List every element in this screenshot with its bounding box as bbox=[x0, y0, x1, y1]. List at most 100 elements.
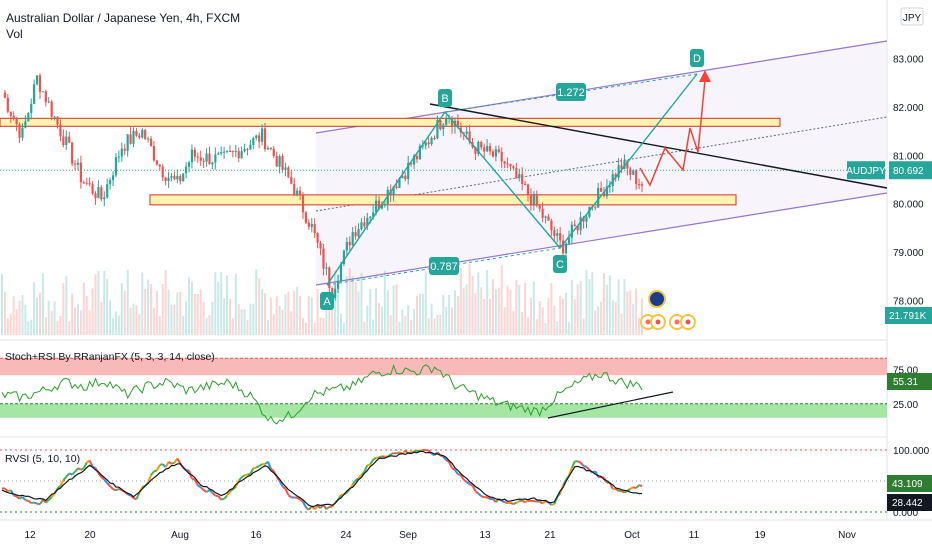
volume-bar bbox=[53, 301, 56, 335]
rvsi-colored-segment bbox=[77, 467, 82, 471]
volume-bar bbox=[293, 290, 296, 335]
currency-badge-box[interactable] bbox=[900, 7, 924, 26]
candle-body bbox=[328, 267, 331, 288]
candle-body bbox=[483, 147, 486, 152]
candle-body bbox=[585, 216, 588, 222]
rvsi-colored-segment bbox=[159, 463, 163, 466]
ratio-cd-box[interactable] bbox=[556, 83, 586, 101]
price-tick-label: 81.000 bbox=[893, 151, 924, 162]
volume-bar bbox=[562, 298, 565, 335]
descending-trendline[interactable] bbox=[429, 103, 888, 189]
time-axis-label: Oct bbox=[624, 530, 640, 541]
projection-arrowhead[interactable] bbox=[699, 70, 711, 82]
rvsi-value-box-1[interactable] bbox=[887, 475, 932, 492]
rvsi-colored-segment bbox=[442, 456, 447, 461]
support-zone[interactable] bbox=[149, 194, 737, 206]
currency-badge[interactable]: JPY bbox=[903, 13, 922, 24]
harmonic-pattern-lines[interactable] bbox=[326, 73, 698, 286]
symbol-tag-box[interactable] bbox=[847, 161, 885, 180]
volume-bar bbox=[462, 287, 465, 335]
candle-body bbox=[193, 149, 196, 157]
volume-value-box[interactable] bbox=[885, 307, 932, 324]
volume-bar bbox=[369, 289, 372, 335]
pattern-point-box[interactable] bbox=[438, 89, 452, 107]
stoch-value-label[interactable]: 55.31 bbox=[893, 377, 918, 388]
price-tick-label: 80.000 bbox=[893, 200, 924, 211]
channel-upper-line[interactable] bbox=[315, 40, 888, 134]
rvsi-colored-segment bbox=[281, 485, 287, 490]
current-price-box[interactable] bbox=[889, 161, 932, 180]
volume-bar bbox=[3, 291, 6, 335]
volume-bar bbox=[559, 295, 562, 335]
ratio-cd-label[interactable]: 1.272 bbox=[557, 87, 585, 99]
candle-body bbox=[205, 153, 208, 162]
symbol-tag[interactable]: AUDJPY bbox=[846, 166, 886, 177]
volume-bar bbox=[299, 295, 302, 335]
candle-body bbox=[97, 187, 100, 199]
rvsi-colored-segment bbox=[211, 492, 217, 497]
rvsi-colored-segment bbox=[463, 478, 468, 483]
rvsi-pane[interactable]: 100.000 0.000 43.109 28.442 bbox=[0, 446, 932, 519]
pattern-point-label[interactable]: D bbox=[693, 53, 701, 65]
pattern-point-label[interactable]: A bbox=[323, 296, 331, 308]
pattern-point-box[interactable] bbox=[690, 49, 704, 67]
volume-bar bbox=[275, 296, 278, 335]
volume-bar bbox=[15, 309, 18, 335]
candle-body bbox=[395, 186, 398, 188]
australia-flag-icon[interactable] bbox=[648, 290, 666, 308]
volume-bar bbox=[600, 301, 603, 335]
volume-bar bbox=[351, 276, 354, 335]
pattern-point-label[interactable]: B bbox=[441, 93, 448, 105]
candle-body bbox=[626, 160, 629, 169]
rvsi-colored-segment bbox=[156, 464, 161, 471]
volume-bar bbox=[85, 295, 88, 335]
projection-path[interactable] bbox=[639, 79, 706, 187]
volume-bar bbox=[76, 304, 79, 335]
rvsi-value-label-1[interactable]: 43.109 bbox=[892, 479, 923, 490]
volume-bar bbox=[182, 316, 185, 335]
rvsi-signal-line[interactable] bbox=[1, 450, 643, 508]
rvsi-colored-segment bbox=[42, 499, 47, 504]
candle-body bbox=[442, 124, 445, 130]
rvsi-colored-segment bbox=[21, 496, 27, 501]
pattern-point-box[interactable] bbox=[553, 255, 567, 273]
rvsi-colored-segment bbox=[629, 486, 634, 490]
stoch-rsi-pane[interactable]: 75.00 25.00 55.31 bbox=[0, 357, 932, 425]
volume-bar bbox=[24, 304, 27, 335]
main-price-pane[interactable]: A B C D 0.787 1.272 bbox=[0, 40, 888, 335]
ratio-bc-box[interactable] bbox=[429, 257, 459, 275]
resistance-zone[interactable] bbox=[0, 117, 781, 127]
candle-body bbox=[275, 155, 278, 167]
candle-body bbox=[296, 190, 299, 196]
candle-body bbox=[228, 151, 232, 153]
current-price-label[interactable]: 80.692 bbox=[893, 166, 924, 177]
rvsi-colored-segment bbox=[562, 479, 567, 487]
volume-value-label[interactable]: 21.791K bbox=[889, 311, 927, 322]
volume-bar bbox=[342, 322, 345, 335]
rvsi-colored-segment bbox=[203, 489, 208, 493]
ratio-bc-label[interactable]: 0.787 bbox=[430, 261, 458, 273]
rvsi-value-label-2[interactable]: 28.442 bbox=[892, 498, 923, 509]
volume-bar bbox=[474, 293, 477, 335]
rvsi-colored-segment bbox=[135, 492, 141, 500]
candle-body bbox=[597, 187, 600, 208]
rvsi-colored-segment bbox=[129, 494, 135, 499]
volume-bar bbox=[56, 321, 59, 335]
candle-body bbox=[269, 147, 272, 149]
rvsi-value-box-2[interactable] bbox=[887, 494, 932, 511]
volume-bar bbox=[97, 270, 100, 335]
rvsi-colored-segment bbox=[25, 499, 29, 502]
candle-body bbox=[27, 113, 30, 122]
channel-lower-line[interactable] bbox=[315, 192, 888, 286]
stoch-value-box[interactable] bbox=[887, 373, 932, 390]
stoch-rsi-line[interactable] bbox=[1, 363, 643, 425]
candle-body bbox=[468, 131, 471, 142]
stoch-divergence-line[interactable] bbox=[547, 391, 674, 419]
volume-bar bbox=[1, 273, 3, 335]
pattern-point-label[interactable]: C bbox=[556, 259, 564, 271]
pattern-point-box[interactable] bbox=[320, 292, 334, 310]
volume-bar bbox=[357, 291, 360, 335]
candle-body bbox=[544, 216, 547, 218]
candle-body bbox=[41, 91, 45, 93]
